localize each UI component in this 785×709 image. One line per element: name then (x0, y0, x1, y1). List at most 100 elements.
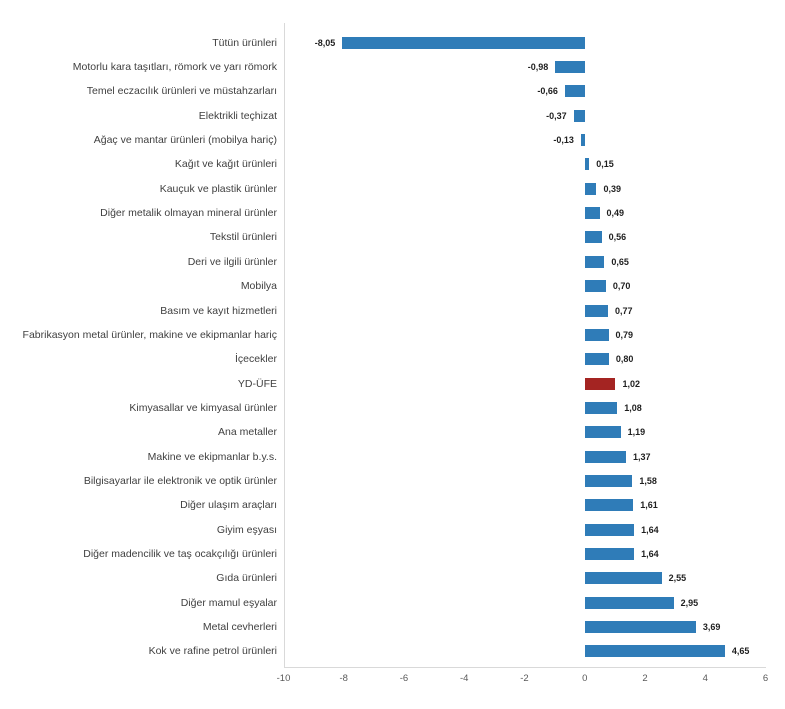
category-label: Diğer mamul eşyalar (180, 596, 277, 609)
value-label: -0,66 (537, 86, 558, 97)
chart-row: Basım ve kayıt hizmetleri 0,77 (0, 298, 785, 322)
bar[interactable] (584, 596, 674, 609)
bar[interactable] (584, 426, 621, 439)
value-label: 0,70 (612, 281, 631, 292)
value-label: 1,58 (639, 475, 657, 486)
category-label: Ana metaller (218, 426, 277, 439)
chart-row: Gıda ürünleri 2,55 (0, 566, 785, 590)
value-label: -0,13 (553, 135, 574, 146)
category-label: Diğer metalik olmayan mineral ürünler (100, 207, 277, 220)
x-tick-label: -6 (399, 673, 409, 684)
category-label: Makine ve ekipmanlar b.y.s. (147, 450, 277, 463)
category-label: Gıda ürünleri (216, 572, 277, 585)
value-label: 0,49 (606, 208, 625, 219)
category-label: Deri ve ilgili ürünler (187, 255, 277, 268)
value-label: 1,08 (624, 402, 642, 413)
category-label: YD-ÜFE (237, 377, 277, 390)
chart-row: Diğer metalik olmayan mineral ürünler 0,4… (0, 201, 785, 225)
bar[interactable] (584, 353, 609, 366)
category-label: İçecekler (234, 353, 277, 366)
chart-row: Tütün ürünleri -8,05 (0, 31, 785, 55)
chart-row: İçecekler 0,80 (0, 347, 785, 371)
bar[interactable] (573, 109, 585, 122)
chart-row: Temel eczacılık ürünleri ve müstahzarlar… (0, 79, 785, 103)
bar[interactable] (584, 401, 618, 414)
category-label: Kok ve rafine petrol ürünleri (148, 645, 277, 658)
category-label: Metal cevherleri (202, 621, 277, 634)
bar[interactable] (564, 85, 585, 98)
chart-row: Mobilya 0,70 (0, 274, 785, 298)
bar[interactable] (580, 134, 585, 147)
value-label: 2,95 (680, 597, 699, 608)
value-label: 0,80 (615, 354, 634, 365)
bar[interactable] (584, 572, 662, 585)
x-tick-label: 2 (642, 673, 648, 684)
category-label: Fabrikasyon metal ürünler, makine ve eki… (22, 328, 277, 341)
bar[interactable] (584, 328, 609, 341)
value-label: 2,55 (668, 573, 687, 584)
category-label: Diğer madencilik ve taş ocakçılığı ürünl… (83, 548, 277, 561)
category-label: Temel eczacılık ürünleri ve müstahzarlar… (86, 85, 277, 98)
category-label: Kauçuk ve plastik ürünler (159, 182, 277, 195)
chart-row: Makine ve ekipmanlar b.y.s. 1,37 (0, 444, 785, 468)
chart-row: YD-ÜFE 1,02 (0, 371, 785, 395)
category-label: Kimyasallar ve kimyasal ürünler (129, 401, 277, 414)
value-label: 0,79 (615, 329, 634, 340)
value-label: 0,65 (611, 256, 629, 267)
bar[interactable] (584, 207, 600, 220)
category-label: Elektrikli teçhizat (198, 109, 277, 122)
value-label: 1,64 (641, 524, 659, 535)
value-label: 1,61 (640, 500, 658, 511)
value-label: -0,98 (527, 62, 549, 73)
chart-row: Tekstil ürünleri 0,56 (0, 225, 785, 249)
chart-row: Diğer ulaşım araçları 1,61 (0, 493, 785, 517)
bar[interactable] (584, 474, 633, 487)
chart-row: Motorlu kara taşıtları, römork ve yarı r… (0, 55, 785, 79)
value-label: 4,65 (731, 646, 750, 657)
bar[interactable] (555, 61, 585, 74)
category-label: Diğer ulaşım araçları (180, 499, 277, 512)
bar[interactable] (584, 182, 597, 195)
chart-row: Giyim eşyası 1,64 (0, 518, 785, 542)
chart-row: Kağıt ve kağıt ürünleri 0,15 (0, 152, 785, 176)
chart-row: Kauçuk ve plastik ürünler 0,39 (0, 177, 785, 201)
value-label: 3,69 (702, 622, 721, 633)
x-tick-label: -4 (460, 673, 469, 684)
category-label: Kağıt ve kağıt ürünleri (174, 158, 277, 171)
value-label: -0,37 (546, 110, 567, 121)
bar[interactable] (584, 304, 608, 317)
chart-row: Kimyasallar ve kimyasal ürünler 1,08 (0, 396, 785, 420)
bar[interactable] (584, 255, 605, 268)
category-label: Motorlu kara taşıtları, römork ve yarı r… (72, 61, 277, 74)
chart-row: Elektrikli teçhizat -0,37 (0, 104, 785, 128)
bar[interactable] (342, 36, 585, 49)
value-label: 1,37 (633, 451, 651, 462)
category-label: Tütün ürünleri (212, 36, 277, 49)
bar[interactable] (584, 621, 696, 634)
category-label: Tekstil ürünleri (209, 231, 277, 244)
category-label: Mobilya (240, 280, 277, 293)
bar[interactable] (584, 158, 590, 171)
bar[interactable] (584, 499, 634, 512)
chart-row: Ağaç ve mantar ürünleri (mobilya hariç) -… (0, 128, 785, 152)
bar[interactable] (584, 280, 606, 293)
bar[interactable] (584, 231, 602, 244)
value-label: 1,19 (627, 427, 646, 438)
x-tick-label: 4 (702, 673, 708, 684)
x-tick-label: -8 (339, 673, 348, 684)
bar[interactable] (584, 548, 635, 561)
plot-left-border (283, 23, 285, 667)
chart-row: Kok ve rafine petrol ürünleri 4,65 (0, 639, 785, 663)
highlight-bar[interactable] (584, 377, 616, 390)
bar[interactable] (584, 523, 635, 536)
x-axis-line (283, 667, 766, 668)
bar[interactable] (584, 645, 725, 658)
x-tick-label: -2 (520, 673, 529, 684)
value-label: -8,05 (314, 37, 336, 48)
value-label: 0,15 (596, 159, 614, 170)
chart-row: Fabrikasyon metal ürünler, makine ve eki… (0, 323, 785, 347)
bar[interactable] (584, 450, 627, 463)
x-tick-label: -10 (276, 673, 291, 684)
value-label: 0,56 (608, 232, 627, 243)
